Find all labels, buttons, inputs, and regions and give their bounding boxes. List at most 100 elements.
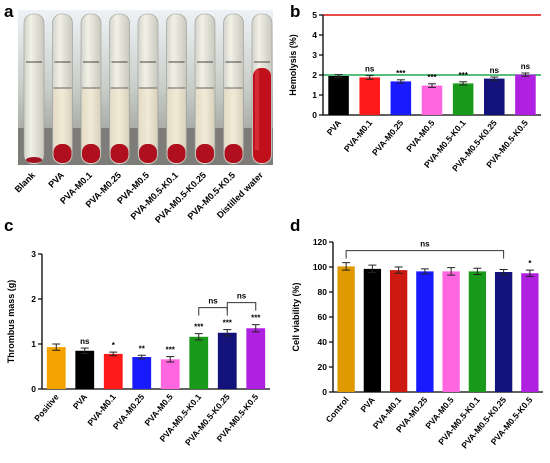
significance-label: *** <box>166 346 176 355</box>
bracket-label: ns <box>208 297 218 306</box>
significance-label: *** <box>458 71 468 80</box>
bar-PVA-M0.1 <box>389 270 408 392</box>
bar-PVA-M0.5-K0.1 <box>189 336 209 389</box>
panel-label-c: c <box>4 216 14 235</box>
y-tick-label: 120 <box>313 237 327 247</box>
bar-PVA-M0.25 <box>416 271 434 392</box>
significance-label: ns <box>365 65 375 74</box>
bar-PVA-M0.25 <box>390 81 412 115</box>
bar-Positive <box>46 347 66 389</box>
panel-label-d: d <box>290 216 301 235</box>
tube-2 <box>80 13 102 165</box>
error-bar <box>194 333 203 341</box>
y-tick-label: 4 <box>312 30 317 40</box>
panel-label-b: b <box>290 2 301 21</box>
cell-viability-chart: 0 20 40 60 80 100 120 Cell viability (%) Control… <box>291 237 543 450</box>
significance-label: ns <box>521 62 531 71</box>
x-tick-label: Positive <box>32 392 61 424</box>
significance-label: *** <box>396 69 406 78</box>
bar-PVA-M0.5-K0.25 <box>217 332 237 389</box>
significance-label: *** <box>427 73 437 82</box>
y-tick-label: 0 <box>312 110 317 120</box>
error-bar <box>499 269 508 275</box>
tube-label: PVA <box>45 170 66 190</box>
error-bar <box>420 268 429 275</box>
error-bar <box>447 267 456 276</box>
error-bar <box>473 267 482 275</box>
significance-label: *** <box>251 314 261 323</box>
bar-PVA <box>363 268 382 392</box>
y-tick-label: 40 <box>318 337 328 347</box>
significance-label: ** <box>139 344 146 353</box>
tube-label: Blank <box>12 170 38 195</box>
error-bar <box>137 354 146 360</box>
error-bar <box>80 347 89 354</box>
error-bar <box>342 262 351 271</box>
hemolysis-chart: 0 1 2 3 4 5 Hemolysis (%) PVA ns PVA-M0.1 *** PVA-M… <box>288 10 541 173</box>
y-axis-title: Thrombus mass (g) <box>6 280 16 364</box>
bar-PVA <box>75 350 95 389</box>
tube-7 <box>223 13 244 165</box>
bar-PVA-M0.5-K0.25 <box>484 78 505 115</box>
tube-photo <box>18 10 273 165</box>
bar-PVA-M0.5-K0.1 <box>452 83 474 115</box>
bar-PVA-M0.5-K0.5 <box>515 74 536 115</box>
significance-label: ns <box>80 337 90 346</box>
y-tick-label: 60 <box>318 312 328 322</box>
error-bar <box>490 76 499 81</box>
error-bar <box>166 356 175 363</box>
bar-PVA-M0.5 <box>160 359 180 389</box>
error-bar <box>365 75 374 80</box>
error-bar <box>109 351 118 357</box>
bar-PVA-M0.1 <box>359 77 380 115</box>
significance-bracket <box>226 302 257 311</box>
y-axis-title: Cell viability (%) <box>291 282 301 351</box>
x-tick-label: Control <box>324 395 351 425</box>
bar-PVA-M0.5-K0.25 <box>494 272 513 392</box>
error-bar <box>394 266 403 274</box>
tube-label: PVA-M0.5-K0.25 <box>153 170 209 226</box>
bar-PVA-M0.5-K0.5 <box>246 328 266 389</box>
y-tick-label: 0 <box>31 384 36 394</box>
x-tick-label: PVA-M0.1 <box>342 118 375 154</box>
x-tick-label: PVA <box>71 392 89 411</box>
y-tick-label: 0 <box>322 387 327 397</box>
error-bar <box>334 74 343 78</box>
x-tick-label: PVA-M0.5 <box>404 118 437 154</box>
error-bar <box>459 81 468 86</box>
bar-PVA-M0.25 <box>132 357 152 389</box>
bar-Control <box>337 266 355 392</box>
y-tick-label: 3 <box>312 50 317 60</box>
tube-3 <box>109 13 130 165</box>
error-bar <box>396 79 405 84</box>
y-tick-label: 100 <box>313 262 327 272</box>
error-bar <box>368 264 377 274</box>
significance-label: *** <box>223 319 233 328</box>
significance-label: *** <box>194 323 204 332</box>
y-tick-label: 2 <box>31 294 36 304</box>
significance-label: ns <box>490 66 500 75</box>
error-bar <box>525 269 534 277</box>
bar-PVA-M0.5-K0.5 <box>521 273 539 392</box>
error-bar <box>428 83 436 88</box>
tube-0 <box>23 13 45 165</box>
y-tick-label: 5 <box>312 10 317 20</box>
significance-bracket <box>345 250 505 259</box>
bar-PVA <box>328 76 349 115</box>
tube-6 <box>194 13 216 165</box>
bar-PVA-M0.5-K0.1 <box>468 271 487 392</box>
y-tick-label: 80 <box>318 287 328 297</box>
y-tick-label: 2 <box>312 70 317 80</box>
x-tick-label: PVA <box>358 395 376 414</box>
y-tick-label: 20 <box>318 362 328 372</box>
y-tick-label: 1 <box>31 339 36 349</box>
y-axis-title: Hemolysis (%) <box>288 34 298 96</box>
panel-label-a: a <box>4 2 14 21</box>
bracket-label: ns <box>237 292 247 301</box>
tube-4 <box>137 13 159 165</box>
x-tick-label: PVA <box>325 118 343 137</box>
bar-PVA-M0.1 <box>103 353 123 389</box>
bar-PVA-M0.5 <box>421 85 443 115</box>
tube-5 <box>166 13 187 165</box>
